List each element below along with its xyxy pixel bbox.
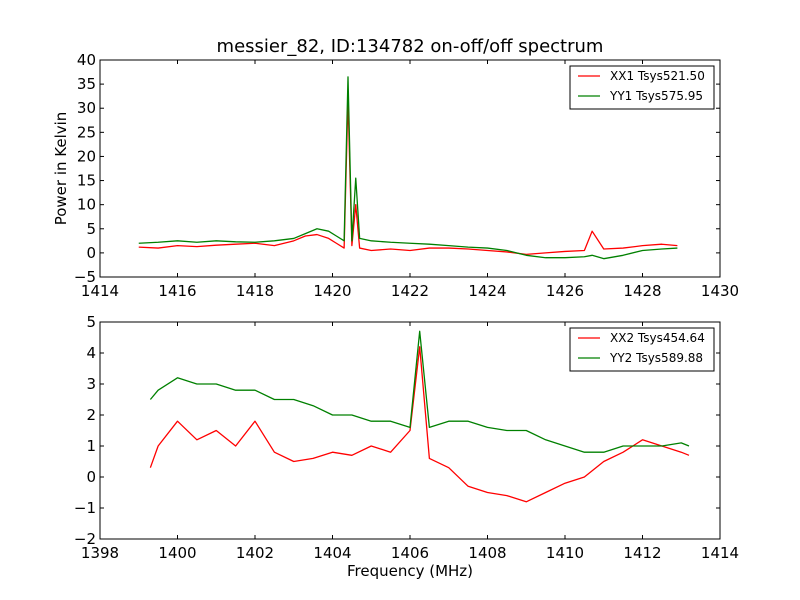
y-tick-label: 40 xyxy=(77,51,96,69)
y-tick-label: 30 xyxy=(77,99,96,117)
y-tick-label: 5 xyxy=(86,220,96,238)
x-tick-label: 1410 xyxy=(546,544,584,562)
y-tick-label: 10 xyxy=(77,196,96,214)
y-tick-label: 35 xyxy=(77,75,96,93)
bottom-axis-ticks: 1398 1400 1402 1404 1406 1408 1410 1412 1414−2−1… xyxy=(74,313,739,562)
x-axis-label: Frequency (MHz) xyxy=(347,562,473,580)
x-tick-label: 1406 xyxy=(391,544,429,562)
y-tick-label: −2 xyxy=(74,530,96,548)
bottom-spectrum-plot: 1398 1400 1402 1404 1406 1408 1410 1412 1414−2−1… xyxy=(74,313,739,580)
x-tick-label: 1400 xyxy=(158,544,196,562)
top-axis-ticks: 1414 1416 1418 1420 1422 1424 1426 1428 1430 −5 0 5… xyxy=(74,51,739,300)
x-tick-label: 1422 xyxy=(391,282,429,300)
series-line-xx1 xyxy=(138,97,678,255)
y-tick-label: 0 xyxy=(86,244,96,262)
x-tick-label: 1414 xyxy=(81,282,119,300)
top-legend-label-yy1: YY1 Tsys575.95 xyxy=(609,89,703,103)
bottom-legend-box xyxy=(569,327,715,372)
series-line-yy1 xyxy=(138,76,678,260)
x-tick-label: 1402 xyxy=(236,544,274,562)
bottom-plot-lines xyxy=(149,330,690,503)
y-tick-label: 25 xyxy=(77,123,96,141)
x-tick-label: 1426 xyxy=(546,282,584,300)
chart-title: messier_82, ID:134782 on-off/off spectru… xyxy=(217,36,604,57)
y-tick-label: 20 xyxy=(77,147,96,165)
top-y-axis-label: Power in Kelvin xyxy=(52,112,70,226)
x-tick-label: 1416 xyxy=(158,282,196,300)
x-tick-label: 1408 xyxy=(468,544,506,562)
top-legend-box xyxy=(569,65,715,110)
top-plot-lines xyxy=(138,76,678,260)
x-tick-label: 1424 xyxy=(468,282,506,300)
y-tick-label: 15 xyxy=(77,172,96,190)
bottom-legend-label-yy2: YY2 Tsys589.88 xyxy=(609,351,703,365)
y-tick-label: 5 xyxy=(86,313,96,331)
x-tick-label: 1428 xyxy=(623,282,661,300)
x-tick-label: 1430 xyxy=(701,282,739,300)
top-legend: XX1 Tsys521.50 YY1 Tsys575.95 xyxy=(569,65,715,110)
x-tick-label: 1420 xyxy=(313,282,351,300)
x-tick-label: 1412 xyxy=(623,544,661,562)
bottom-legend-label-xx2: XX2 Tsys454.64 xyxy=(610,331,705,345)
series-line-yy2 xyxy=(149,330,690,453)
series-line-xx2 xyxy=(149,346,690,503)
y-tick-label: 2 xyxy=(86,406,96,424)
y-tick-label: 3 xyxy=(86,375,96,393)
x-tick-label: 1404 xyxy=(313,544,351,562)
y-tick-label: 1 xyxy=(86,437,96,455)
x-tick-label: 1414 xyxy=(701,544,739,562)
y-tick-label: −1 xyxy=(74,499,96,517)
x-tick-label: 1398 xyxy=(81,544,119,562)
y-tick-label: −5 xyxy=(74,268,96,286)
x-tick-label: 1418 xyxy=(236,282,274,300)
bottom-legend: XX2 Tsys454.64 YY2 Tsys589.88 xyxy=(569,327,715,372)
top-legend-label-xx1: XX1 Tsys521.50 xyxy=(610,69,705,83)
y-tick-label: 4 xyxy=(86,344,96,362)
y-tick-label: 0 xyxy=(86,468,96,486)
top-spectrum-plot: messier_82, ID:134782 on-off/off spectru… xyxy=(52,36,739,300)
